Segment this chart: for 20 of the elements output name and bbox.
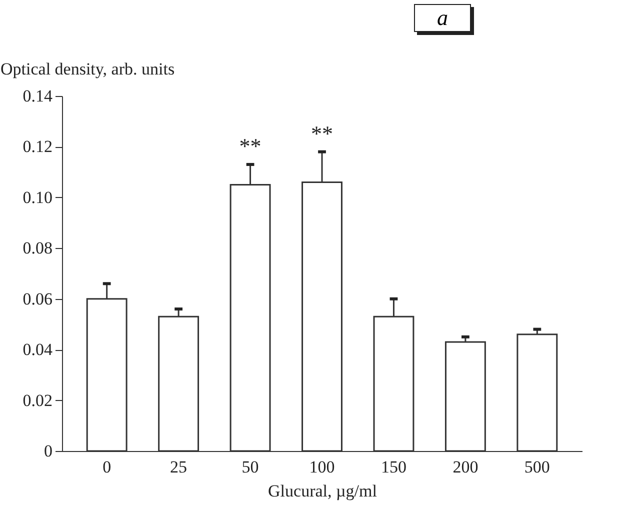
x-tick-label: 200	[452, 458, 478, 476]
y-axis-title: Optical density, arb. units	[0, 60, 175, 78]
y-tick-label: 0.12	[22, 137, 52, 156]
x-tick-label: 0	[102, 458, 112, 476]
text: 0.10	[22, 188, 52, 207]
x-tick-label: 100	[309, 458, 335, 476]
y-tick-label: 0.04	[22, 340, 53, 360]
y-tick-label: 0.06	[22, 289, 52, 308]
text: 0	[44, 442, 52, 460]
x-tick-label: 50	[242, 458, 259, 476]
y-tick-label: 0.08	[22, 238, 52, 258]
text: a	[414, 4, 471, 32]
x-tick-label: 500	[524, 458, 550, 476]
annotation: **	[311, 120, 333, 146]
y-tick-label: 0.14	[22, 86, 53, 106]
x-axis-title: Glucural, µg/ml	[268, 482, 378, 500]
annotation: **	[239, 133, 262, 158]
x-tick-label: 25	[170, 458, 188, 476]
y-tick-label: 0.02	[22, 390, 52, 410]
x-tick-label: 150	[380, 458, 406, 476]
